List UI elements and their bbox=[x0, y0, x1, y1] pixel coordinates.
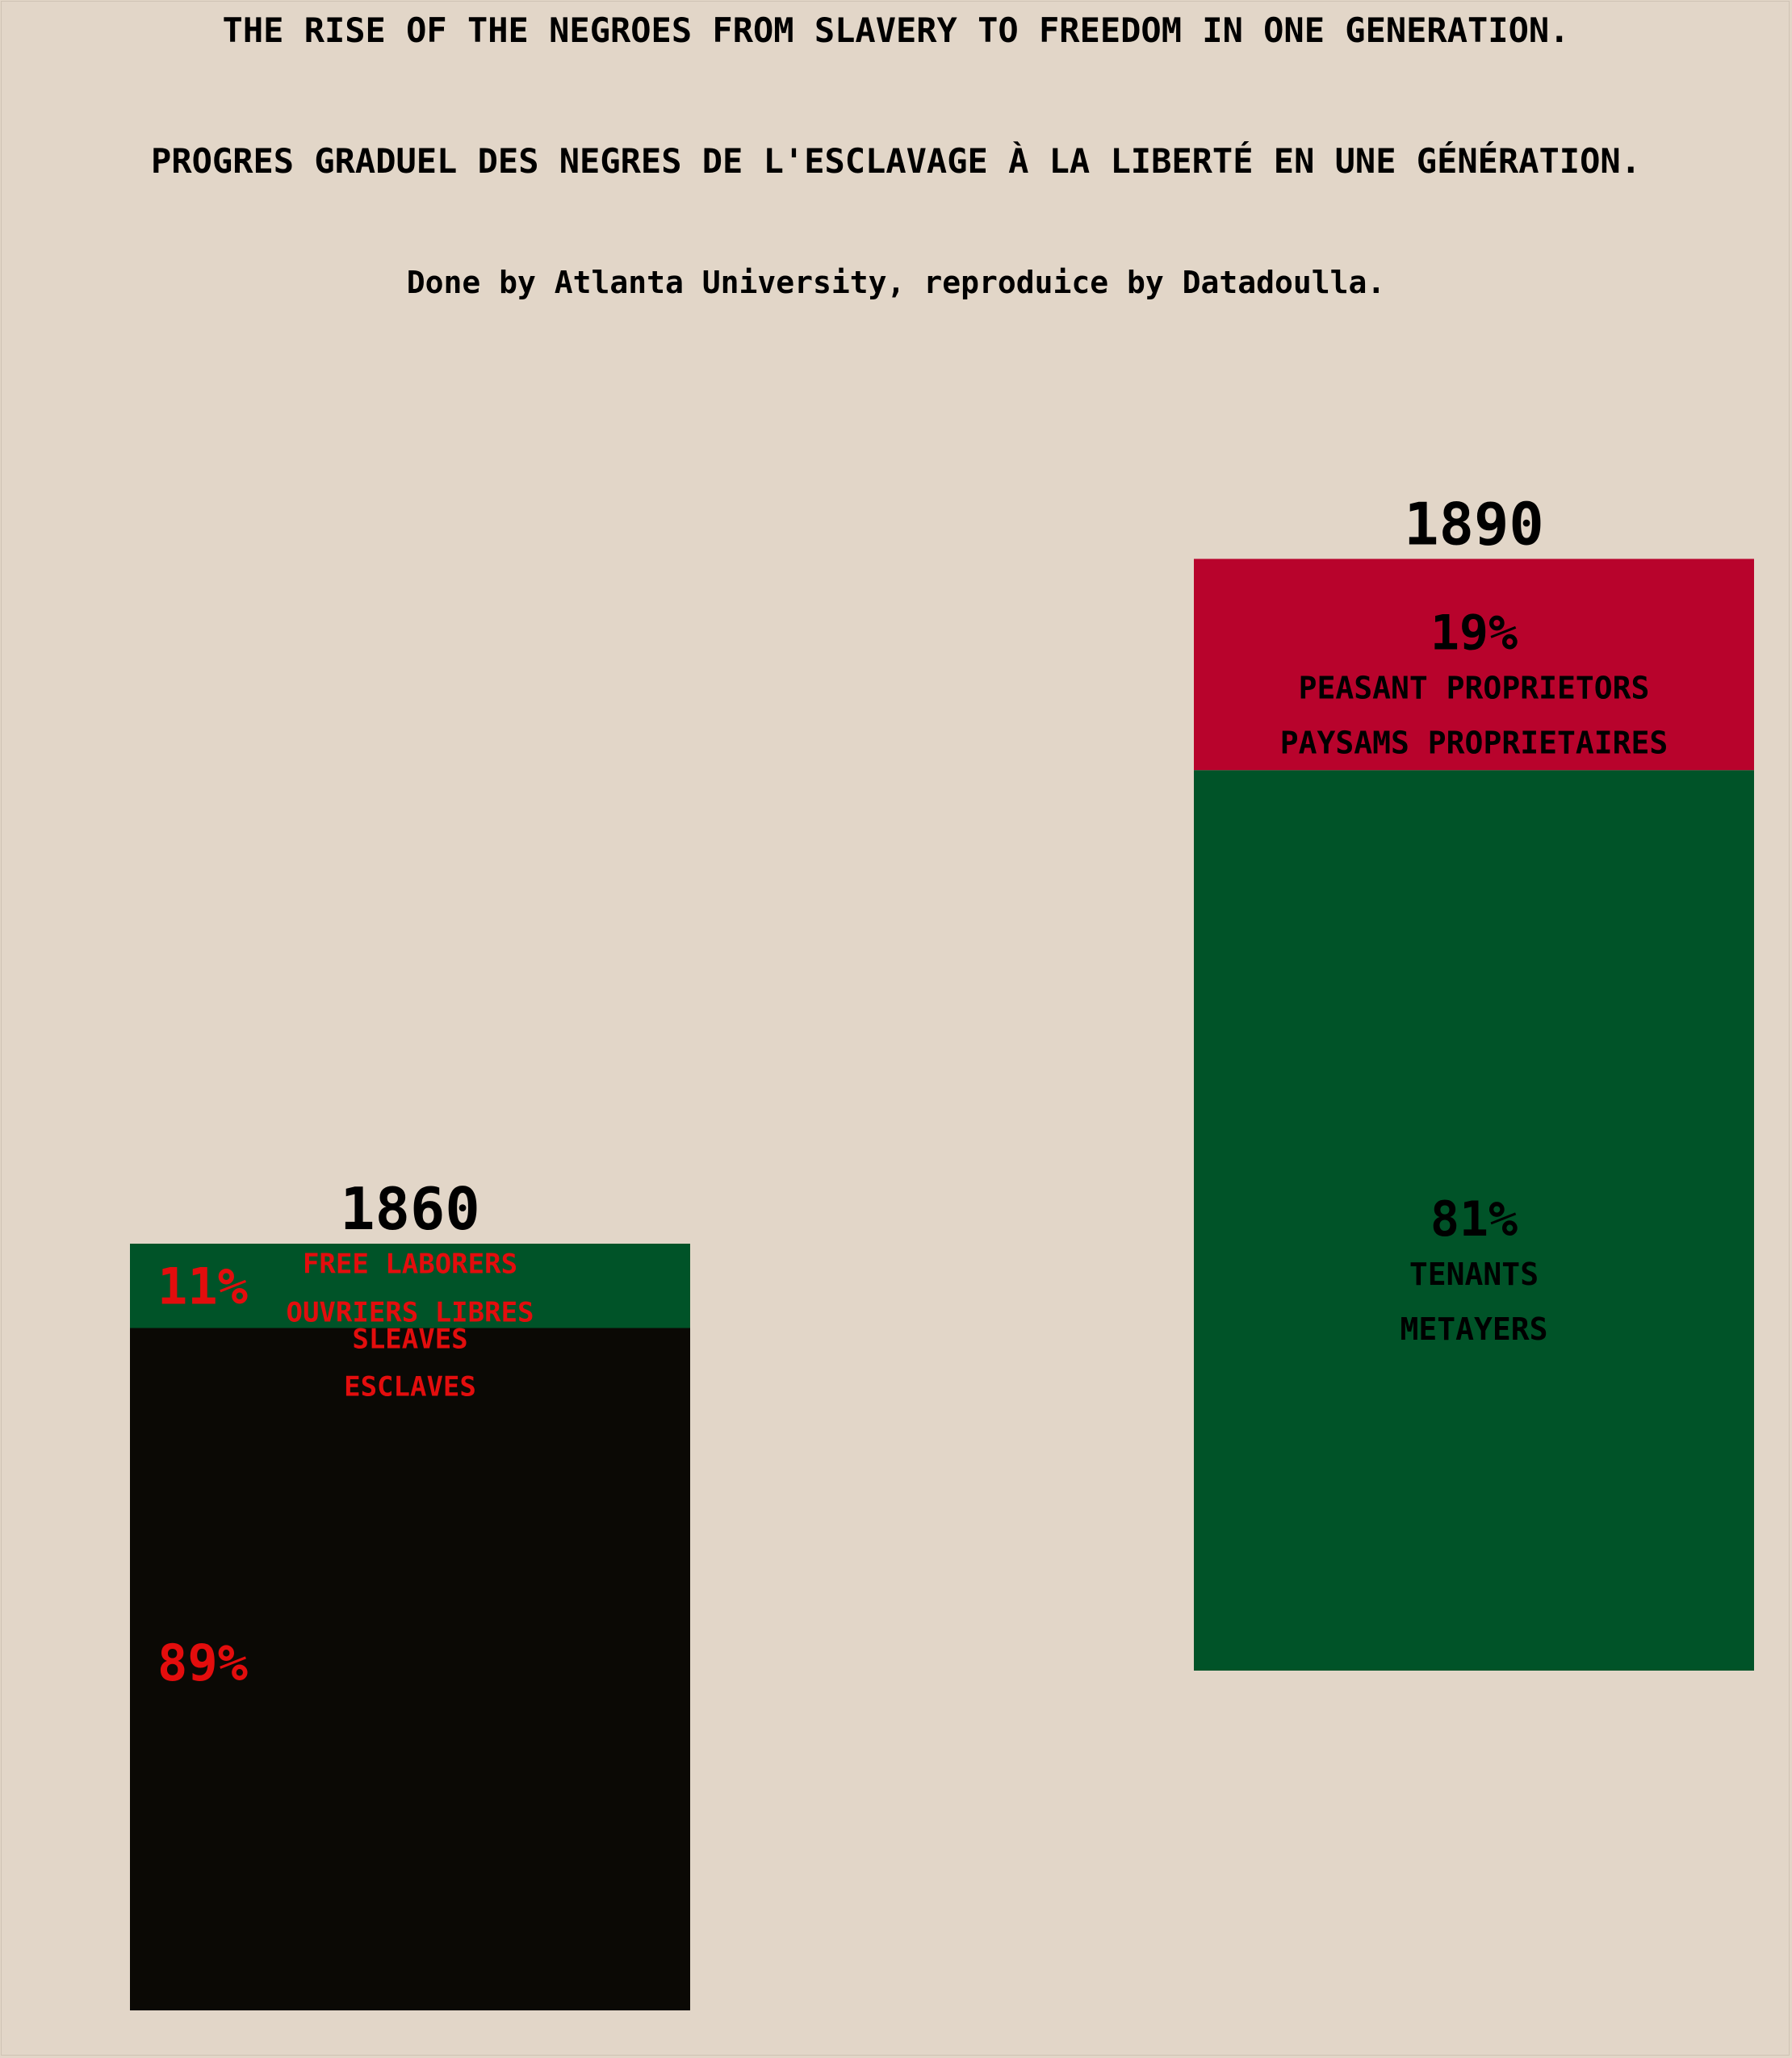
pct-label-1890-0: 81% bbox=[1430, 1191, 1518, 1248]
bar-segment-1860-sleaves bbox=[130, 1328, 690, 2010]
pct-label-1860-0: 89% bbox=[157, 1633, 248, 1692]
year-label-1890: 1890 bbox=[1404, 491, 1543, 558]
category-label-en-1860-1: FREE LABORERS bbox=[303, 1248, 517, 1280]
year-label-1860: 1860 bbox=[340, 1175, 479, 1243]
pct-label-1860-1: 11% bbox=[157, 1257, 248, 1316]
category-label-en-1890-1: PEASANT PROPRIETORS bbox=[1299, 671, 1650, 706]
category-label-fr-1860-1: OUVRIERS LIBRES bbox=[286, 1296, 534, 1328]
segment-labels-1860-0: 89% SLEAVES ESCLAVES bbox=[157, 1324, 476, 1692]
category-label-fr-1860-0: ESCLAVES bbox=[344, 1371, 476, 1403]
bar-segment-1890-tenants bbox=[1194, 770, 1754, 1671]
bar-1890 bbox=[1194, 558, 1754, 1671]
pct-label-1890-1: 19% bbox=[1430, 605, 1518, 662]
segment-labels-1890-0: 81% TENANTS METAYERS bbox=[1400, 1191, 1547, 1347]
segment-labels-1890-1: 19% PEASANT PROPRIETORS PAYSAMS PROPRIETAI… bbox=[1280, 605, 1668, 761]
bar-segment-1860-free-laborers bbox=[130, 1244, 690, 1328]
chart-title-english: THE RISE OF THE NEGROES FROM SLAVERY TO … bbox=[222, 10, 1570, 50]
chart-subtitle: Done by Atlanta University, reproduice b… bbox=[406, 265, 1386, 300]
bar-segment-1890-peasant-proprietors bbox=[1194, 558, 1754, 771]
chart-title-french: PROGRES GRADUEL DES NEGRES DE L'ESCLAVAG… bbox=[151, 141, 1641, 181]
bar-1860 bbox=[130, 1244, 690, 2010]
category-label-fr-1890-1: PAYSAMS PROPRIETAIRES bbox=[1280, 726, 1668, 761]
category-label-en-1860-0: SLEAVES bbox=[352, 1324, 467, 1356]
category-label-fr-1890-0: METAYERS bbox=[1400, 1311, 1547, 1347]
category-label-en-1890-0: TENANTS bbox=[1409, 1257, 1539, 1292]
segment-labels-1860-1: 11% FREE LABORERS OUVRIERS LIBRES bbox=[157, 1248, 534, 1328]
